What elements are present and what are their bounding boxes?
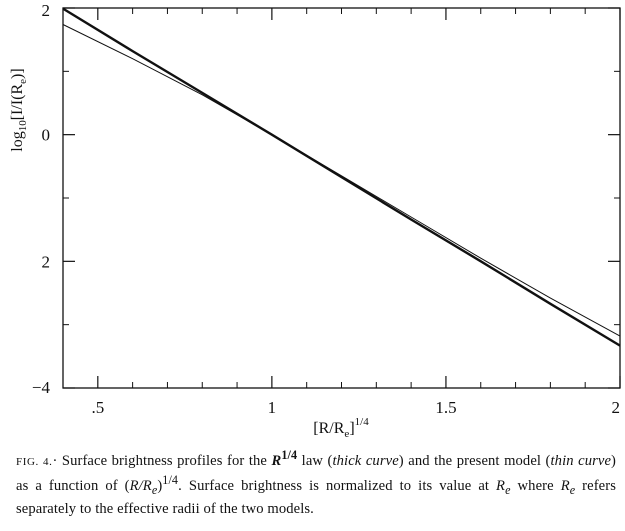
y-tick-label: 2: [42, 1, 51, 20]
x-axis-label: [R/Re]1/4: [313, 416, 369, 440]
r14-law-thick-curve: [62, 7, 621, 347]
x-tick-label: 1: [268, 398, 277, 417]
x-tick-label: .5: [91, 398, 104, 417]
y-tick-label: 0: [42, 126, 51, 145]
caption-re-1-sub: e: [505, 483, 511, 498]
surface-brightness-chart: .5 1 1.5 2 2 0 2 −4 log10[I/I(Re)] [R/Re]1/4: [9, 1, 621, 440]
caption-ratio-sub: e: [151, 483, 158, 498]
caption-re-1: R: [496, 478, 506, 495]
caption-text-7: where: [510, 478, 561, 495]
caption-text-6: . Surface brightness is normalized to it…: [178, 478, 497, 495]
caption-text-4: ) as a function of (: [16, 452, 616, 495]
series-layer: [62, 7, 621, 347]
caption-text-5: ): [157, 478, 163, 495]
plot-frame: [62, 7, 621, 389]
figure-label: FIG. 4.: [16, 455, 53, 468]
y-axis-label: log10[I/I(Re)]: [9, 68, 29, 151]
caption-text-3: ) and the present model (: [398, 452, 551, 469]
caption-text-8: refers separately to the effective radii…: [16, 478, 617, 517]
tick-labels: .5 1 1.5 2 2 0 2 −4: [32, 1, 620, 417]
caption-thick-label: thick curve: [332, 452, 399, 469]
x-tick-label: 2: [612, 398, 621, 417]
caption-re-2: R: [560, 478, 570, 495]
present-model-thin-curve: [62, 24, 621, 337]
caption-text-2: law (: [297, 452, 333, 469]
caption-law-exponent: 1/4: [281, 448, 298, 462]
caption-thin-label: thin curve: [550, 452, 612, 469]
caption-law-symbol: R: [271, 452, 282, 469]
x-tick-label: 1.5: [435, 398, 456, 417]
y-tick-label: −4: [32, 378, 51, 397]
caption-re-2-sub: e: [569, 483, 576, 498]
minor-ticks: [63, 8, 620, 388]
figure-caption: FIG. 4.· Surface brightness profiles for…: [16, 446, 616, 518]
caption-text-1: · Surface brightness profiles for the: [52, 452, 272, 469]
caption-ratio: R/R: [129, 478, 152, 495]
y-tick-label: 2: [42, 252, 51, 271]
caption-ratio-exponent: 1/4: [162, 473, 179, 488]
major-ticks: [63, 7, 621, 389]
